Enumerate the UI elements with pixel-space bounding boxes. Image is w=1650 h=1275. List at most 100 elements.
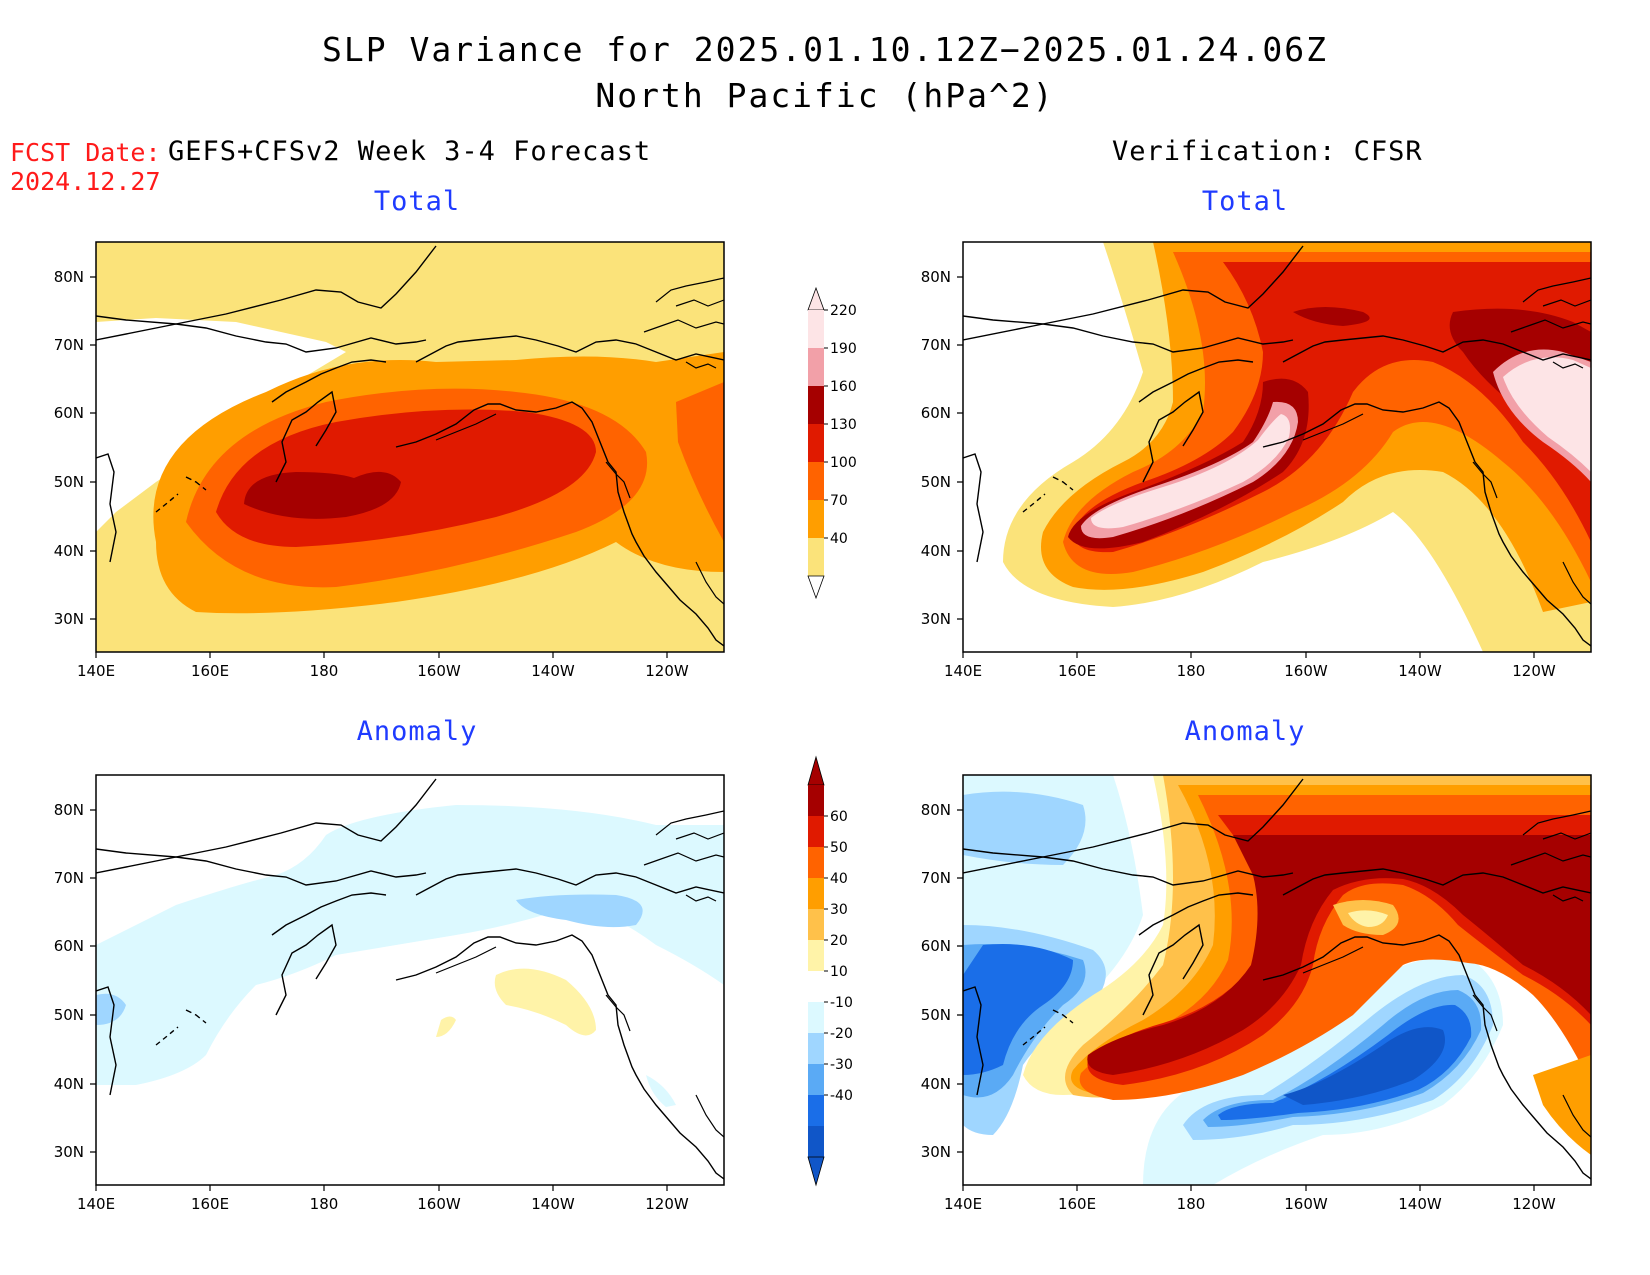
fcst-total-title: Total	[373, 186, 461, 217]
colorbar-top-arrow	[807, 755, 825, 786]
colorbar-label: -20	[830, 1026, 853, 1042]
forecast-header: GEFS+CFSv2 Week 3-4 Forecast	[168, 136, 652, 167]
colorbar-segment	[808, 310, 824, 348]
colorbar-segment	[808, 971, 824, 1002]
lat-tick-30n: 30N	[921, 610, 951, 628]
lon-tick-120w: 120W	[1512, 662, 1556, 680]
colorbar-label: 40	[830, 531, 848, 547]
colorbar-label: -40	[830, 1088, 853, 1104]
lat-tick-30n: 30N	[54, 1143, 84, 1161]
colorbar-label: 40	[830, 871, 848, 887]
fcst-anomaly-title: Anomaly	[356, 716, 478, 747]
lat-tick-60n: 60N	[921, 404, 951, 422]
lat-tick-80n: 80N	[921, 268, 951, 286]
verif-anomaly-title: Anomaly	[1184, 716, 1306, 747]
colorbar-segment	[808, 538, 824, 576]
lon-tick-160e: 160E	[1058, 662, 1096, 680]
lat-tick-40n: 40N	[54, 542, 84, 560]
lon-tick-160w: 160W	[1284, 1195, 1328, 1213]
lon-tick-140e: 140E	[944, 662, 982, 680]
colorbar-label: 190	[830, 341, 857, 357]
colorbar-segment	[808, 1033, 824, 1064]
colorbar-segment	[808, 424, 824, 462]
colorbar-top-arrow	[807, 286, 825, 311]
lon-tick-180: 180	[310, 662, 339, 680]
lat-axis: 80N 70N 60N 50N 40N 30N	[54, 801, 96, 1161]
main-title: SLP Variance for 2025.01.10.12Z−2025.01.…	[322, 30, 1328, 69]
lon-tick-180: 180	[1177, 1195, 1206, 1213]
main-subtitle: North Pacific (hPa^2)	[595, 76, 1055, 115]
colorbar-segment	[808, 909, 824, 940]
fcst-anomaly-map: 80N 70N 60N 50N 40N 30N 140E 160E 180 16…	[54, 774, 725, 1213]
colorbar-label: 10	[830, 964, 848, 980]
fcst-total-map: 80N 70N 60N 50N 40N 30N 140E 160E 180 16…	[54, 241, 725, 680]
lon-axis: 140E 160E 180 160W 140W 120W	[77, 662, 689, 680]
colorbar-segment	[808, 386, 824, 424]
colorbar-label: 50	[830, 840, 848, 856]
lat-tick-50n: 50N	[921, 473, 951, 491]
colorbar-segment	[808, 940, 824, 971]
colorbar-segment	[808, 1064, 824, 1095]
lon-tick-140e: 140E	[77, 662, 115, 680]
verif-total-title: Total	[1201, 186, 1289, 217]
lat-axis: 80N 70N 60N 50N 40N 30N	[921, 268, 963, 628]
colorbar-label: 130	[830, 417, 857, 433]
lat-tick-70n: 70N	[54, 336, 84, 354]
lon-tick-140w: 140W	[531, 662, 575, 680]
colorbar-label: 160	[830, 379, 857, 395]
colorbar-label: 60	[830, 809, 848, 825]
lon-tick-140w: 140W	[1398, 1195, 1442, 1213]
colorbar-label: -10	[830, 995, 853, 1011]
lat-tick-70n: 70N	[921, 336, 951, 354]
colorbar-bottom-arrow	[807, 575, 825, 600]
lat-tick-60n: 60N	[54, 404, 84, 422]
verification-header: Verification: CFSR	[1112, 136, 1423, 167]
forecast-date-label: FCST Date:	[10, 138, 161, 167]
lat-tick-80n: 80N	[54, 801, 84, 819]
lon-tick-160w: 160W	[417, 662, 461, 680]
lat-axis: 80N 70N 60N 50N 40N 30N	[54, 268, 96, 628]
colorbar-segment	[808, 1095, 824, 1126]
lat-tick-50n: 50N	[54, 1006, 84, 1024]
lat-tick-30n: 30N	[921, 1143, 951, 1161]
verif-anomaly-map: 80N 70N 60N 50N 40N 30N 140E 160E 180 16…	[921, 774, 1592, 1213]
lon-tick-140e: 140E	[77, 1195, 115, 1213]
colorbar-segment	[808, 500, 824, 538]
colorbar-label: 30	[830, 902, 848, 918]
lon-axis: 140E 160E 180 160W 140W 120W	[944, 662, 1556, 680]
colorbar-segment	[808, 878, 824, 909]
lon-tick-180: 180	[310, 1195, 339, 1213]
colorbar-label: 100	[830, 455, 857, 471]
lat-tick-60n: 60N	[54, 937, 84, 955]
lon-tick-140e: 140E	[944, 1195, 982, 1213]
anomaly-colorbar: 60 50 40 30 20 10 -10 -20 -30 -40	[807, 755, 853, 1187]
lon-axis: 140E 160E 180 160W 140W 120W	[944, 1195, 1556, 1213]
verif-total-map: 80N 70N 60N 50N 40N 30N 140E 160E 180 16…	[921, 241, 1592, 680]
lon-axis: 140E 160E 180 160W 140W 120W	[77, 1195, 689, 1213]
lat-axis: 80N 70N 60N 50N 40N 30N	[921, 801, 963, 1161]
lat-tick-40n: 40N	[921, 1075, 951, 1093]
lat-tick-80n: 80N	[54, 268, 84, 286]
lat-tick-50n: 50N	[54, 473, 84, 491]
lon-tick-160e: 160E	[191, 662, 229, 680]
lon-tick-160w: 160W	[417, 1195, 461, 1213]
lon-tick-140w: 140W	[531, 1195, 575, 1213]
colorbar-label: 220	[830, 303, 857, 319]
colorbar-label: -30	[830, 1057, 853, 1073]
lat-tick-70n: 70N	[54, 869, 84, 887]
forecast-date-value: 2024.12.27	[10, 167, 161, 196]
colorbar-segment	[808, 816, 824, 847]
lon-tick-120w: 120W	[645, 662, 689, 680]
colorbar-segment	[808, 348, 824, 386]
colorbar-segment	[808, 462, 824, 500]
lat-tick-60n: 60N	[921, 937, 951, 955]
lat-tick-30n: 30N	[54, 610, 84, 628]
colorbar-segment	[808, 785, 824, 816]
lon-tick-160w: 160W	[1284, 662, 1328, 680]
lon-tick-160e: 160E	[1058, 1195, 1096, 1213]
lat-tick-40n: 40N	[921, 542, 951, 560]
colorbar-label: 70	[830, 493, 848, 509]
colorbar-bottom-arrow	[807, 1156, 825, 1187]
lon-tick-140w: 140W	[1398, 662, 1442, 680]
colorbar-label: 20	[830, 933, 848, 949]
